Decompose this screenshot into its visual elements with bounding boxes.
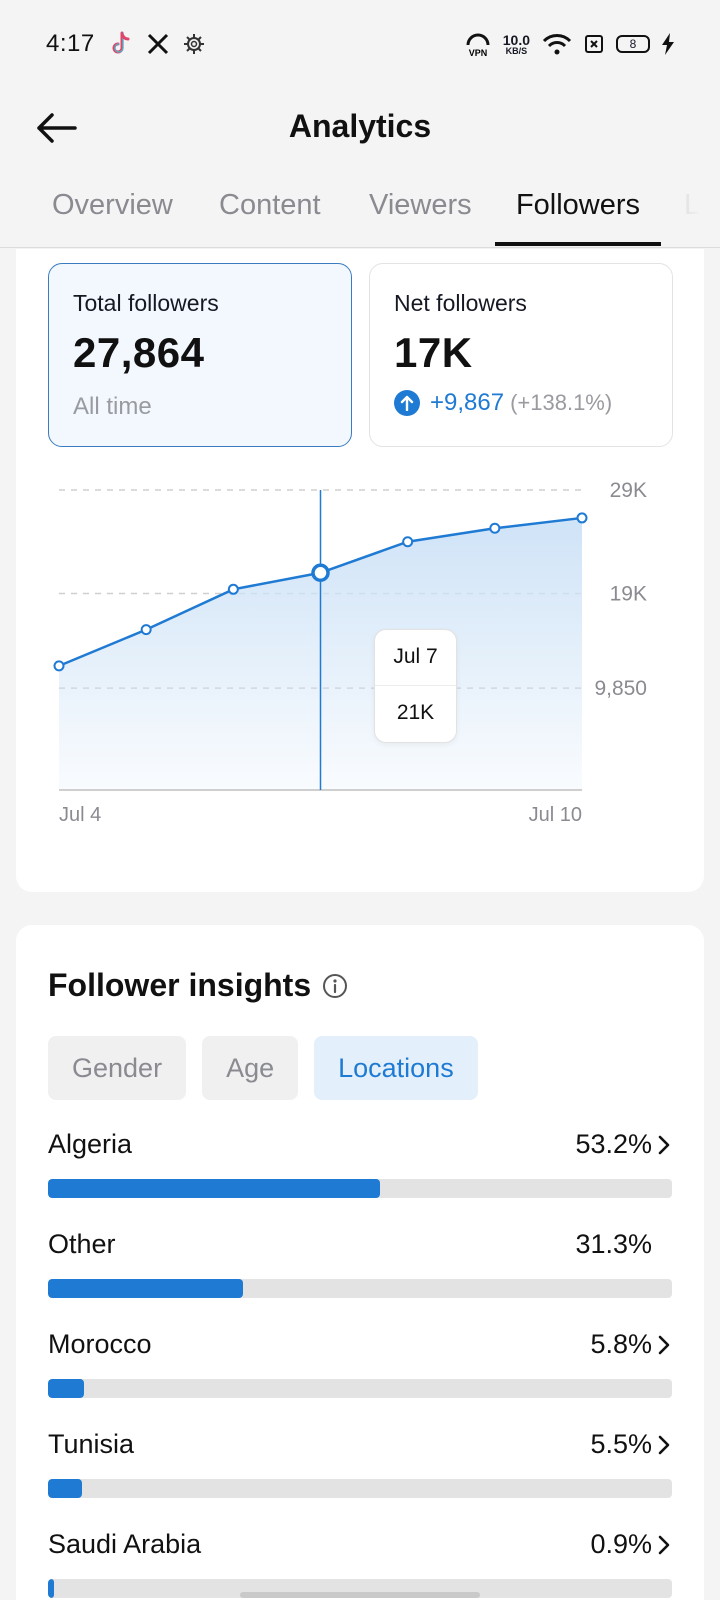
locations-list: Algeria 53.2% Other 31.3% Morocco 5.8% Tunisia… [48,1121,672,1600]
net-change-percent: (+138.1%) [510,390,613,415]
chart-point [227,583,239,595]
chevron-right-icon[interactable] [656,1433,672,1457]
tab-content[interactable]: Content [219,189,321,221]
location-percent: 0.9% [590,1529,652,1559]
x-start-label: Jul 4 [59,804,101,826]
follower-insights-card: Follower insights Gender Age Locations A… [16,925,704,1600]
tabs-fade-overlay [660,170,720,246]
total-followers-box[interactable]: Total followers 27,864 All time [48,263,352,447]
net-followers-value: 17K [394,329,473,376]
followers-summary-card: 29K 19K 9,850 Jul 4 Jul 10 Jul 7 21K Total f… [16,249,704,892]
network-speed: 10.0 KB/S [502,31,530,56]
sim-icon [584,34,604,54]
followers-chart[interactable]: 29K 19K 9,850 Jul 4 Jul 10 Jul 7 21K [16,249,704,892]
location-name: Tunisia [48,1429,135,1459]
settings-gear-icon [183,33,205,55]
tooltip-date: Jul 7 [375,630,456,686]
net-followers-label: Net followers [394,290,527,316]
svg-text:VPN: VPN [468,48,487,57]
location-row[interactable]: Tunisia 5.5% [48,1421,672,1521]
total-followers-value: 27,864 [73,329,205,376]
net-change-value: +9,867 [430,389,505,416]
chart-point [576,512,588,524]
location-row[interactable]: Algeria 53.2% [48,1121,672,1221]
location-bar-fill [48,1579,54,1598]
tiktok-icon [109,31,133,57]
location-percent: 5.8% [590,1329,652,1359]
location-bar [48,1479,672,1498]
x-icon [147,33,169,55]
location-name: Algeria [48,1129,133,1159]
page-title: Analytics [288,108,432,144]
y-tick-label: 29K [610,479,647,502]
vpn-icon: VPN [465,31,491,57]
location-bar [48,1179,672,1198]
chart-point-highlighted [311,563,330,583]
chevron-right-icon[interactable] [656,1133,672,1157]
chart-point [402,536,414,548]
tooltip-value: 21K [396,701,435,724]
location-bar-fill [48,1479,83,1498]
location-row: Other 31.3% [48,1221,672,1321]
chevron-right-icon[interactable] [656,1533,672,1557]
net-followers-change: +9,867 (+138.1%) [394,389,648,417]
chip-gender[interactable]: Gender [48,1036,187,1100]
tab-followers[interactable]: Followers [495,170,661,247]
location-bar-fill [48,1279,244,1298]
location-bar [48,1379,672,1398]
app-header: Analytics [0,88,720,168]
y-tick-label: 19K [610,582,647,605]
location-name: Saudi Arabia [48,1529,202,1559]
tab-viewers[interactable]: Viewers [369,189,472,221]
location-percent: 53.2% [575,1129,652,1159]
insight-filter-chips: Gender Age Locations [48,1036,478,1100]
tab-bar: Overview Content Viewers Followers Li [0,170,720,248]
location-name: Other [48,1229,116,1259]
back-button[interactable] [30,102,82,154]
location-name: Morocco [48,1329,152,1359]
chart-tooltip: Jul 7 21K [374,629,457,743]
location-row[interactable]: Morocco 5.8% [48,1321,672,1421]
location-percent: 31.3% [575,1229,652,1259]
home-indicator[interactable] [240,1592,480,1598]
tab-overview[interactable]: Overview [52,189,173,221]
chart-point [140,624,152,636]
location-bar-fill [48,1379,85,1398]
info-icon[interactable] [321,972,349,1000]
location-bar [48,1279,672,1298]
net-followers-box[interactable]: Net followers 17K +9,867 (+138.1%) [369,263,673,447]
insights-title-text: Follower insights [48,967,312,1003]
insights-title: Follower insights [48,967,349,1004]
arrow-left-icon [37,113,77,143]
x-end-label: Jul 10 [529,804,582,826]
chip-age[interactable]: Age [202,1036,299,1100]
chart-point [489,522,501,534]
battery-icon: 8 [616,35,650,53]
location-row[interactable]: Saudi Arabia 0.9% [48,1521,672,1600]
chip-locations[interactable]: Locations [314,1036,478,1100]
status-time: 4:17 [46,30,95,57]
arrow-up-icon [394,390,420,416]
wifi-icon [542,32,572,56]
status-bar: 4:17 VPN 10.0 KB/S 8 [0,0,720,88]
location-bar-fill [48,1179,380,1198]
total-followers-period: All time [73,393,152,420]
y-tick-label: 9,850 [594,677,647,700]
chevron-right-icon[interactable] [656,1333,672,1357]
charging-icon [662,33,674,55]
location-bar [48,1579,672,1598]
chart-point [53,660,65,672]
total-followers-label: Total followers [73,290,219,316]
location-percent: 5.5% [590,1429,652,1459]
